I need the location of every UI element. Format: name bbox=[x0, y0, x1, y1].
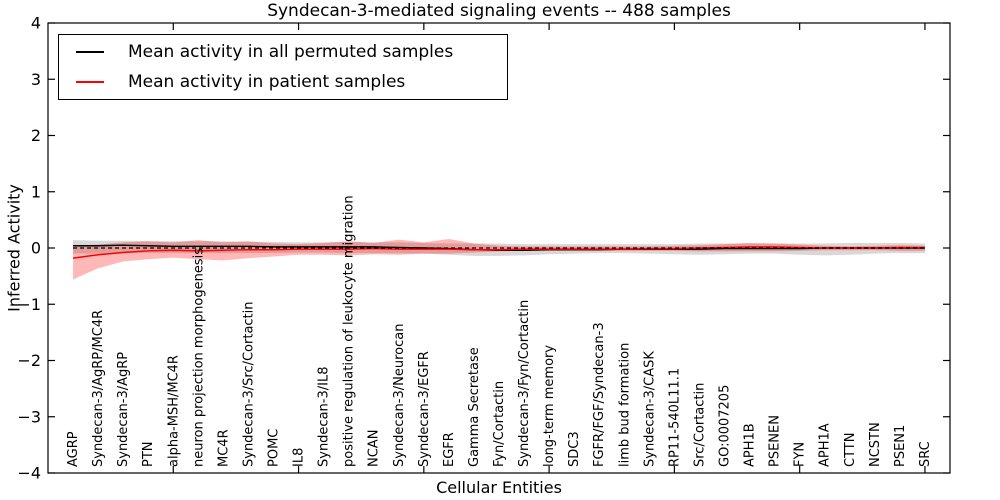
x-category-label: RP11-540L11.1 bbox=[667, 368, 682, 467]
red-line-sample-icon bbox=[76, 81, 104, 83]
x-category-label: NCSTN bbox=[868, 422, 883, 467]
x-category-label: positive regulation of leukocyte migrati… bbox=[342, 195, 357, 467]
x-category-label: NCAN bbox=[367, 430, 382, 467]
confidence-band-series-0 bbox=[73, 240, 925, 256]
chart-title: Syndecan-3-mediated signaling events -- … bbox=[267, 1, 731, 21]
x-category-label: Syndecan-3/EGFR bbox=[417, 351, 432, 467]
legend: Mean activity in all permuted samples Me… bbox=[58, 34, 508, 100]
x-category-label: Syndecan-3/IL8 bbox=[317, 367, 332, 467]
x-category-label: Syndecan-3/AgRP bbox=[116, 352, 131, 467]
x-category-label: limb bud formation bbox=[617, 343, 632, 467]
y-tick-label: 0 bbox=[31, 239, 41, 258]
legend-item-patient: Mean activity in patient samples bbox=[59, 69, 507, 95]
x-category-label: APH1B bbox=[743, 423, 758, 467]
x-category-label: Gamma Secretase bbox=[467, 347, 482, 467]
legend-label-permuted: Mean activity in all permuted samples bbox=[128, 42, 454, 62]
x-category-label: PTN bbox=[141, 441, 156, 467]
x-category-label: neuron projection morphogenesis bbox=[191, 248, 206, 467]
y-tick-label: −1 bbox=[17, 295, 41, 314]
x-category-label: Src/Cortactin bbox=[692, 383, 707, 467]
legend-label-patient: Mean activity in patient samples bbox=[128, 72, 406, 92]
x-category-label: EGFR bbox=[442, 432, 457, 467]
y-tick-label: 4 bbox=[31, 14, 41, 33]
x-category-label: SDC3 bbox=[567, 431, 582, 467]
x-category-label: SRC bbox=[918, 441, 933, 467]
x-category-label: Syndecan-3/Fyn/Cortactin bbox=[517, 300, 532, 467]
x-category-label: Syndecan-3/Src/Cortactin bbox=[241, 301, 256, 467]
y-tick-label: −3 bbox=[17, 407, 41, 426]
legend-item-permuted: Mean activity in all permuted samples bbox=[59, 39, 507, 65]
x-category-label: long-term memory bbox=[542, 345, 557, 467]
x-category-label: FGFR/FGF/Syndecan-3 bbox=[592, 322, 607, 467]
y-tick-label: 2 bbox=[31, 126, 41, 145]
x-axis-label: Cellular Entities bbox=[436, 478, 562, 497]
x-category-label: GO:0007205 bbox=[718, 385, 733, 467]
x-category-label: APH1A bbox=[818, 423, 833, 467]
mean-line-series-1 bbox=[72, 246, 925, 259]
x-category-label: CTTN bbox=[843, 433, 858, 467]
y-axis-label: Inferred Activity bbox=[4, 184, 24, 312]
x-category-label: Syndecan-3/CASK bbox=[642, 351, 657, 467]
y-tick-label: 3 bbox=[31, 70, 41, 89]
x-category-label: AGRP bbox=[66, 431, 81, 467]
x-category-label: PSEN1 bbox=[893, 425, 908, 467]
y-tick-label: 1 bbox=[31, 182, 41, 201]
black-line-sample-icon bbox=[76, 51, 104, 53]
x-category-label: alpha-MSH/MC4R bbox=[166, 355, 181, 467]
x-category-label: FYN bbox=[793, 442, 808, 467]
x-category-label: MC4R bbox=[216, 429, 231, 467]
x-category-label: Syndecan-3/Neurocan bbox=[392, 324, 407, 467]
y-tick-label: −2 bbox=[17, 351, 41, 370]
x-category-label: Fyn/Cortactin bbox=[492, 381, 507, 467]
x-category-label: POMC bbox=[267, 429, 282, 467]
y-tick-label: −4 bbox=[17, 464, 41, 483]
x-category-label: Syndecan-3/AgRP/MC4R bbox=[91, 310, 106, 467]
x-category-label: IL8 bbox=[292, 448, 307, 467]
x-category-label: PSENEN bbox=[768, 415, 783, 467]
